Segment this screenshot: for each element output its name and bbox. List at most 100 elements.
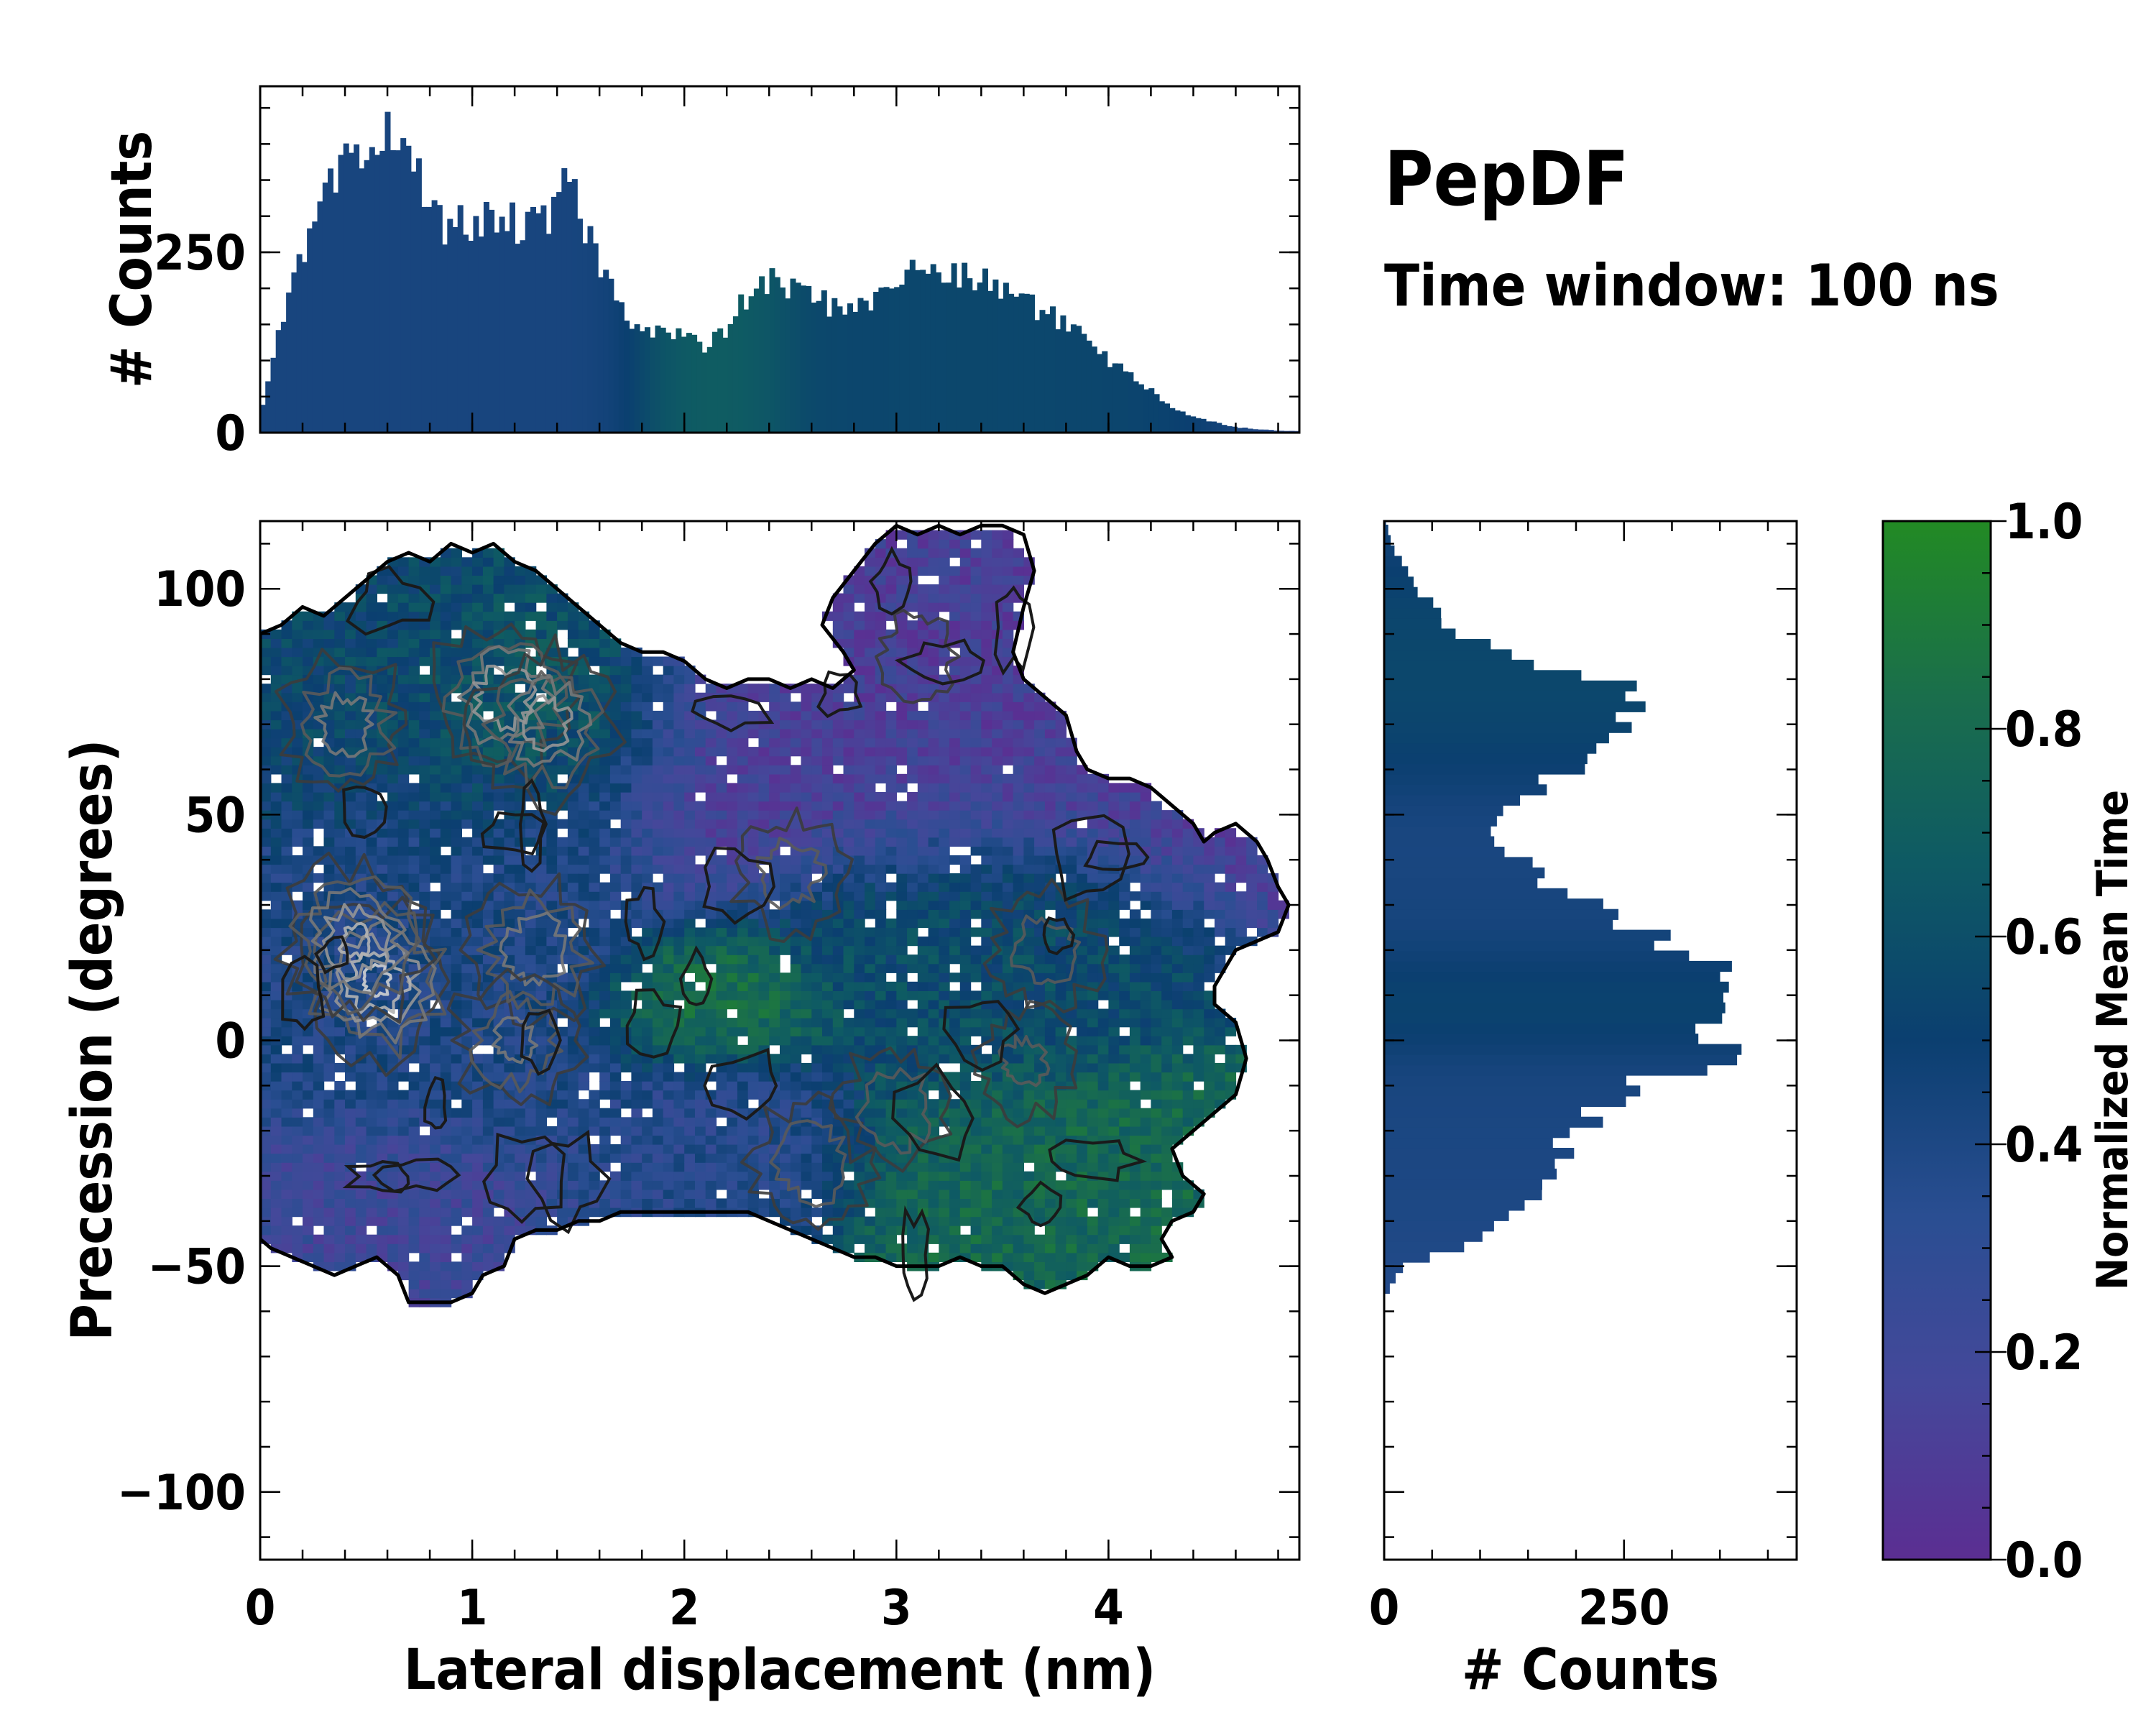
heatmap-cell — [472, 918, 484, 929]
heatmap-cell — [620, 1099, 632, 1109]
heatmap-cell — [493, 1153, 505, 1163]
heatmap-cell — [387, 810, 399, 820]
heatmap-cell — [970, 873, 982, 883]
top-histogram-bar — [764, 294, 770, 433]
heatmap-cell — [939, 747, 950, 757]
heatmap-cell — [631, 710, 642, 721]
heatmap-cell — [589, 773, 600, 783]
heatmap-cell — [281, 629, 292, 639]
heatmap-cell — [578, 674, 590, 684]
heatmap-cell — [705, 828, 717, 838]
heatmap-cell — [832, 945, 844, 955]
heatmap-cell — [875, 773, 887, 783]
heatmap-cell — [727, 819, 738, 829]
heatmap-cell — [875, 1208, 887, 1218]
heatmap-cell — [928, 963, 939, 973]
heatmap-cell — [695, 972, 706, 983]
heatmap-cell — [334, 710, 346, 721]
heatmap-cell — [387, 638, 399, 648]
heatmap-cell — [631, 837, 642, 847]
heatmap-cell — [609, 882, 622, 892]
heatmap-cell — [716, 1198, 727, 1208]
heatmap-cell — [419, 702, 430, 712]
heatmap-cell — [917, 945, 929, 955]
top-histogram-bar — [333, 192, 339, 433]
heatmap-cell — [865, 783, 876, 793]
heatmap-cell — [567, 828, 579, 838]
heatmap-cell — [408, 1135, 420, 1145]
heatmap-cell — [303, 1144, 314, 1154]
heatmap-cell — [928, 666, 939, 676]
heatmap-cell — [695, 927, 706, 937]
heatmap-cell — [896, 1198, 908, 1208]
heatmap-cell — [790, 773, 802, 783]
heatmap-cell — [673, 801, 685, 811]
heatmap-cell — [865, 909, 876, 919]
heatmap-cell — [811, 729, 823, 739]
heatmap-cell — [397, 674, 410, 684]
heatmap-cell — [854, 1208, 865, 1218]
heatmap-cell — [281, 1099, 292, 1109]
heatmap-cell — [939, 566, 950, 576]
heatmap-cell — [769, 792, 780, 802]
heatmap-cell — [281, 783, 292, 793]
heatmap-cell — [377, 765, 388, 775]
heatmap-cell — [292, 1234, 303, 1244]
heatmap-cell — [843, 1000, 854, 1010]
heatmap-cell — [949, 666, 961, 676]
heatmap-cell — [557, 1026, 568, 1036]
heatmap-cell — [397, 864, 410, 874]
heatmap-cell — [535, 1036, 547, 1046]
heatmap-cell — [567, 819, 579, 829]
heatmap-cell — [875, 1126, 887, 1136]
top-histogram-bar — [806, 285, 812, 433]
heatmap-cell — [270, 882, 282, 892]
heatmap-cell — [334, 684, 346, 694]
heatmap-cell — [567, 810, 579, 820]
heatmap-cell — [758, 1198, 770, 1208]
heatmap-cell — [747, 963, 760, 973]
heatmap-cell — [843, 972, 854, 983]
heatmap-cell — [557, 1108, 568, 1118]
heatmap-cell — [589, 1180, 600, 1190]
heatmap-cell — [535, 1171, 547, 1181]
heatmap-cell — [843, 1108, 854, 1118]
heatmap-cell — [949, 927, 961, 937]
heatmap-cell — [419, 647, 430, 658]
top-histogram-bar — [1153, 394, 1160, 433]
heatmap-cell — [482, 810, 494, 820]
heatmap-cell — [970, 1008, 982, 1018]
heatmap-cell — [832, 828, 844, 838]
heatmap-cell — [885, 810, 897, 820]
heatmap-cell — [366, 1135, 377, 1145]
heatmap-cell — [355, 656, 367, 666]
top-histogram-bar — [478, 236, 484, 433]
heatmap-cell — [620, 1000, 632, 1010]
heatmap-cell — [854, 1099, 865, 1109]
heatmap-cell — [451, 729, 462, 739]
heatmap-cell — [811, 1144, 823, 1154]
heatmap-cell — [430, 575, 441, 585]
heatmap-cell — [620, 792, 632, 802]
heatmap-cell — [875, 719, 887, 730]
heatmap-cell — [303, 1171, 314, 1181]
heatmap-cell — [684, 1054, 696, 1064]
heatmap-cell — [663, 1144, 675, 1154]
heatmap-cell — [419, 801, 430, 811]
heatmap-cell — [270, 864, 282, 874]
heatmap-cell — [673, 1117, 685, 1127]
heatmap-cell — [281, 729, 292, 739]
heatmap-cell — [928, 828, 939, 838]
heatmap-cell — [313, 1252, 325, 1262]
top-histogram-bar — [410, 171, 417, 433]
heatmap-cell — [684, 882, 696, 892]
heatmap-cell — [769, 945, 780, 955]
heatmap-cell — [949, 755, 961, 765]
heatmap-cell — [366, 801, 377, 811]
heatmap-cell — [482, 773, 494, 783]
heatmap-cell — [854, 575, 865, 585]
heatmap-cell — [811, 747, 823, 757]
heatmap-cell — [737, 1018, 749, 1028]
top-histogram-bar — [956, 288, 962, 433]
heatmap-cell — [334, 729, 346, 739]
